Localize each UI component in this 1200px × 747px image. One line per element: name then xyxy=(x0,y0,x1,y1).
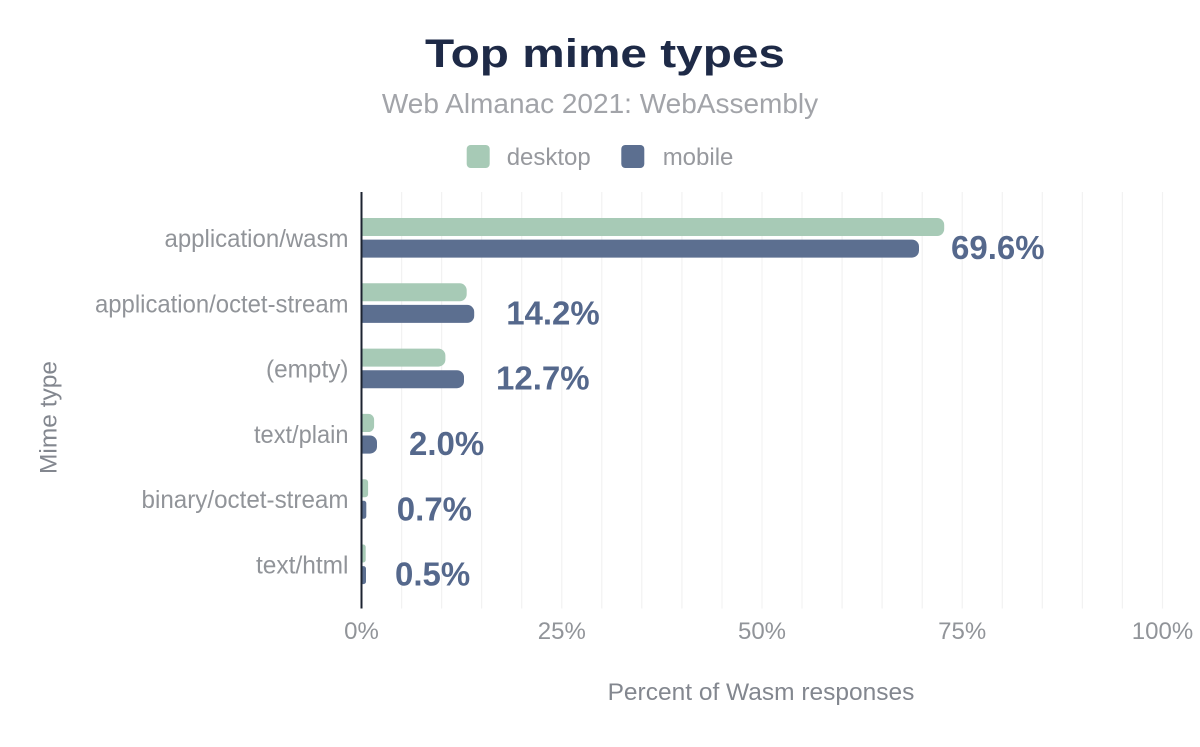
svg-text:binary/octet-stream: binary/octet-stream xyxy=(142,486,349,514)
svg-text:2.0%: 2.0% xyxy=(409,425,484,462)
svg-text:Mime type: Mime type xyxy=(36,361,63,474)
svg-text:75%: 75% xyxy=(938,618,986,645)
svg-text:100%: 100% xyxy=(1132,618,1193,645)
svg-text:0.7%: 0.7% xyxy=(397,490,472,527)
svg-text:0.5%: 0.5% xyxy=(395,556,470,593)
svg-text:14.2%: 14.2% xyxy=(506,294,600,331)
svg-text:text/plain: text/plain xyxy=(254,421,349,449)
svg-text:50%: 50% xyxy=(738,618,786,645)
svg-text:mobile: mobile xyxy=(663,144,734,171)
svg-text:25%: 25% xyxy=(538,618,586,645)
svg-text:69.6%: 69.6% xyxy=(951,229,1045,266)
svg-text:text/html: text/html xyxy=(256,552,349,580)
svg-text:(empty): (empty) xyxy=(266,356,349,384)
svg-text:Web Almanac 2021: WebAssembly: Web Almanac 2021: WebAssembly xyxy=(382,88,818,119)
svg-text:0%: 0% xyxy=(344,618,379,645)
svg-text:application/octet-stream: application/octet-stream xyxy=(95,290,349,318)
svg-text:desktop: desktop xyxy=(507,144,591,171)
svg-text:Percent of Wasm responses: Percent of Wasm responses xyxy=(608,679,915,706)
svg-text:application/wasm: application/wasm xyxy=(165,225,349,253)
svg-text:12.7%: 12.7% xyxy=(496,360,590,397)
svg-text:Top mime types: Top mime types xyxy=(425,32,785,76)
